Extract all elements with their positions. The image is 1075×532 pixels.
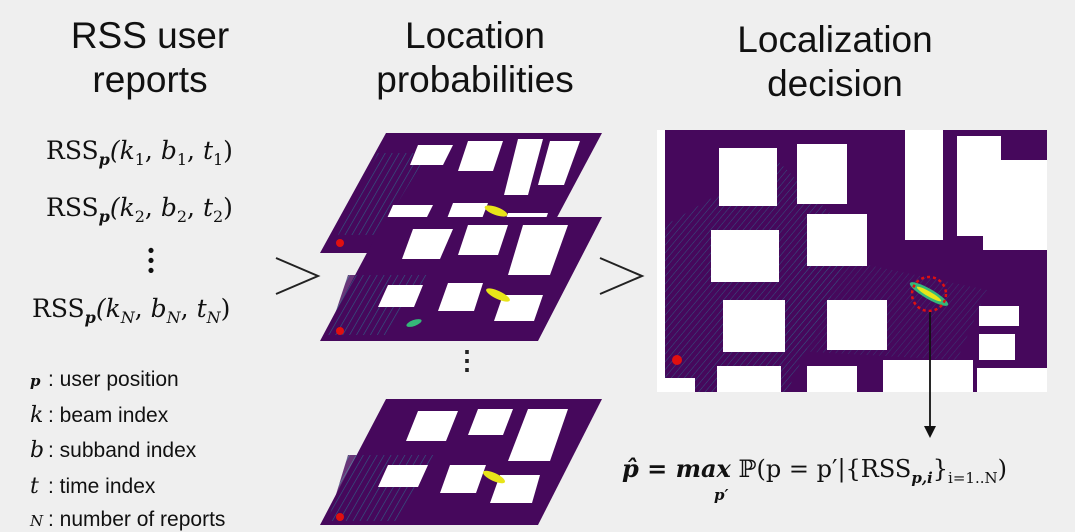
legend-symbol: p bbox=[30, 372, 41, 390]
legend-number-reports: N: number of reports bbox=[30, 508, 225, 532]
report-b-index: N bbox=[166, 308, 181, 327]
heading-rss-reports: RSS user reports bbox=[40, 14, 260, 102]
formula-rhs: ℙ(p = p′|{RSS bbox=[738, 455, 912, 483]
report-k-index: 2 bbox=[134, 207, 145, 226]
report-t-index: 1 bbox=[212, 150, 224, 169]
heading-line: probabilities bbox=[376, 59, 574, 100]
report-t-index: N bbox=[206, 308, 221, 327]
report-n: RSSp(kN, bN, tN) bbox=[32, 294, 231, 327]
legend-text: : user position bbox=[48, 368, 179, 391]
arrowhead-1-icon bbox=[275, 257, 321, 295]
report-k-index: N bbox=[120, 308, 135, 327]
legend-symbol: b bbox=[30, 438, 45, 463]
heading-line: Location bbox=[405, 15, 545, 56]
decision-pointer-arrow-icon bbox=[924, 312, 936, 438]
report-b-index: 1 bbox=[176, 150, 188, 169]
heading-localization-decision: Localization decision bbox=[705, 18, 965, 106]
legend-text: : subband index bbox=[48, 439, 197, 462]
decision-formula: p̂ = max ℙ(p = p′|{RSSp,i}i=1..N) bbox=[622, 454, 1007, 487]
legend-text: : number of reports bbox=[48, 508, 226, 531]
report-args: (k bbox=[109, 193, 135, 222]
legend-symbol: t bbox=[30, 474, 39, 499]
report-prefix: RSS bbox=[46, 136, 99, 165]
formula-range: i=1..N bbox=[948, 468, 998, 487]
report-args: (k bbox=[95, 294, 121, 323]
probability-maps-stack: ⋮ bbox=[320, 133, 602, 525]
report-args: (k bbox=[109, 136, 135, 165]
vertical-ellipsis: · · · bbox=[146, 234, 156, 287]
report-b-index: 2 bbox=[176, 207, 188, 226]
report-prefix: RSS bbox=[32, 294, 85, 323]
report-1: RSSp(k1, b1, t1) bbox=[46, 136, 233, 169]
heading-line: reports bbox=[92, 59, 208, 100]
probability-map-2 bbox=[320, 217, 602, 341]
formula-tail: } bbox=[932, 455, 949, 483]
legend-text: : time index bbox=[48, 475, 156, 498]
report-t-index: 2 bbox=[212, 207, 224, 226]
legend-symbol: N bbox=[30, 512, 44, 530]
legend-time: t : time index bbox=[30, 474, 155, 499]
report-sub: p bbox=[84, 308, 96, 327]
heading-line: decision bbox=[767, 63, 903, 104]
heading-line: RSS user bbox=[70, 15, 230, 56]
formula-sub: p,i bbox=[911, 468, 933, 487]
formula-max-subscript: p′ bbox=[714, 486, 729, 504]
legend-position: p : user position bbox=[30, 368, 179, 392]
formula-close: ) bbox=[997, 455, 1007, 483]
legend-subband: b: subband index bbox=[30, 438, 196, 463]
report-prefix: RSS bbox=[46, 193, 99, 222]
legend-symbol: k bbox=[30, 403, 44, 428]
report-sub: p bbox=[98, 207, 110, 226]
report-sub: p bbox=[98, 150, 110, 169]
probability-map-3 bbox=[320, 399, 602, 525]
report-k-index: 1 bbox=[134, 150, 145, 169]
legend-text: : beam index bbox=[48, 404, 169, 427]
arrowhead-2-icon bbox=[599, 257, 645, 295]
heading-location-probabilities: Location probabilities bbox=[345, 14, 605, 102]
localization-decision-map bbox=[657, 130, 1047, 392]
report-2: RSSp(k2, b2, t2) bbox=[46, 193, 233, 226]
formula-lhs: p̂ = max bbox=[622, 454, 731, 483]
legend-beam: k: beam index bbox=[30, 403, 168, 428]
stack-ellipsis: ⋮ bbox=[454, 346, 480, 376]
heading-line: Localization bbox=[737, 19, 933, 60]
